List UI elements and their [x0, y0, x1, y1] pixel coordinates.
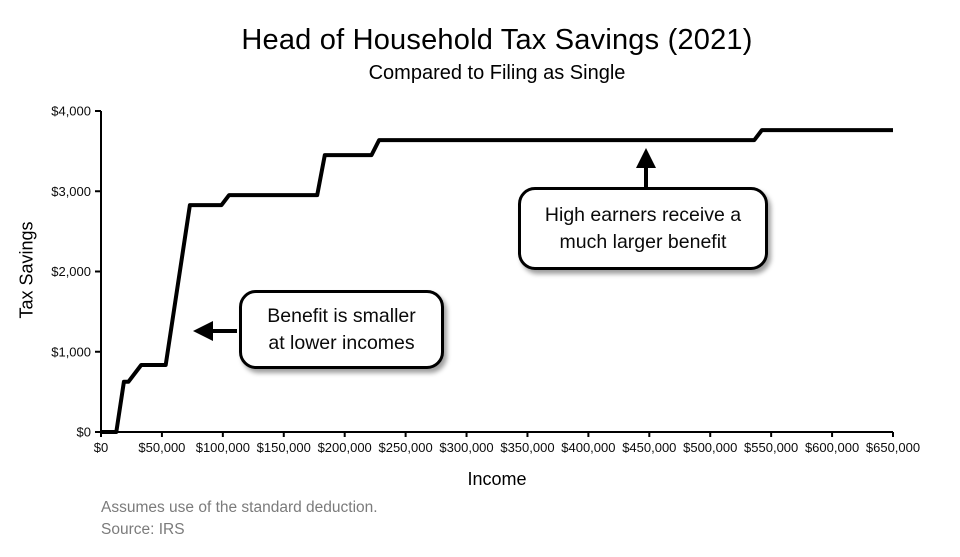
- x-tick-label: $300,000: [439, 440, 493, 455]
- y-tick-label: $4,000: [51, 104, 91, 119]
- x-tick-label: $450,000: [622, 440, 676, 455]
- footnote-assumption: Assumes use of the standard deduction.: [101, 499, 378, 516]
- annotation-low-income: Benefit is smaller at lower incomes: [239, 290, 444, 369]
- x-tick-label: $200,000: [318, 440, 372, 455]
- annotation-low-income-line1: Benefit is smaller: [267, 304, 416, 327]
- annotation-high-earners-line1: High earners receive a: [544, 203, 742, 226]
- y-tick-label: $0: [77, 425, 91, 440]
- chart-title: Head of Household Tax Savings (2021): [241, 24, 753, 56]
- tax-savings-line: [101, 128, 893, 434]
- x-tick-label: $650,000: [866, 440, 920, 455]
- chart-subtitle: Compared to Filing as Single: [368, 62, 626, 84]
- x-tick-label: $0: [94, 440, 108, 455]
- x-tick-label: $500,000: [683, 440, 737, 455]
- axis-spines: [100, 111, 893, 433]
- annotation-arrow-up-head: [636, 148, 656, 168]
- x-tick-label: $350,000: [500, 440, 554, 455]
- x-axis-label: Income: [467, 469, 527, 489]
- x-tick-label: $600,000: [805, 440, 859, 455]
- x-tick-label: $50,000: [138, 440, 185, 455]
- annotation-high-earners-line2: much larger benefit: [559, 230, 727, 253]
- y-tick-label: $3,000: [51, 184, 91, 199]
- x-tick-label: $550,000: [744, 440, 798, 455]
- footnote-source: Source: IRS: [101, 521, 185, 538]
- annotation-high-earners: High earners receive a much larger benef…: [518, 187, 768, 270]
- y-tick-label: $2,000: [51, 264, 91, 279]
- x-tick-label: $400,000: [561, 440, 615, 455]
- x-tick-label: $250,000: [378, 440, 432, 455]
- footnote: Assumes use of the standard deduction. S…: [101, 497, 378, 541]
- y-tick-label: $1,000: [51, 344, 91, 359]
- x-tick-label: $150,000: [257, 440, 311, 455]
- x-tick-label: $100,000: [196, 440, 250, 455]
- annotation-low-income-line2: at lower incomes: [268, 331, 415, 354]
- annotation-arrow-left-head: [193, 321, 213, 341]
